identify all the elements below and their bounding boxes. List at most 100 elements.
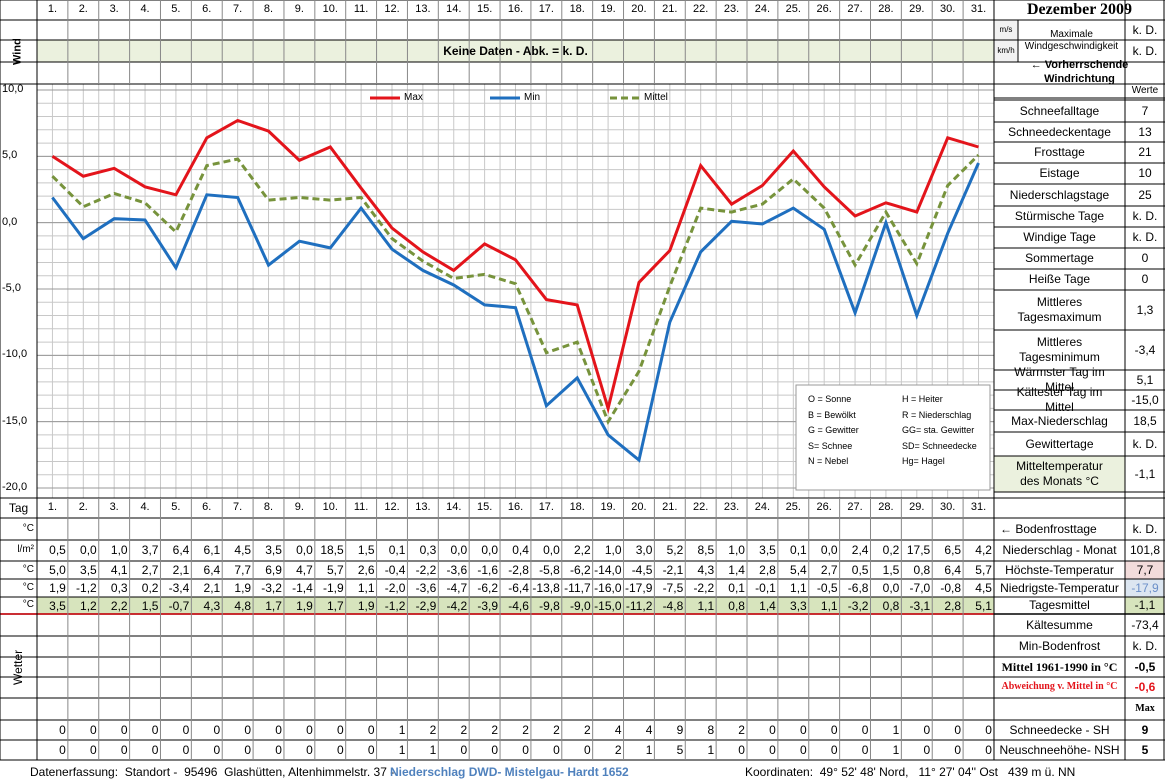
cell: -3,2 [261,580,282,595]
cell: 0 [954,742,962,757]
cell: 1,5 [882,562,900,577]
cell: 4,5 [234,543,252,557]
cell: 7,7 [234,562,252,577]
day-label: 31. [970,501,987,514]
cell: 1 [398,722,406,737]
cell: 6,4 [172,543,190,557]
cell: 0 [367,742,375,757]
day-label: 9. [294,501,304,514]
stat-label: Gewittertage [1025,436,1094,451]
stats-header: Werte [1131,84,1159,96]
cell: 0,0 [543,543,560,557]
day-header: 1. [47,3,58,16]
cell: 2,8 [759,562,776,577]
cell: 0 [985,722,992,737]
cell: 6,9 [265,562,282,577]
wind-note: Keine Daten - Abk. = k. D. [443,43,588,58]
wind-label: Wind [11,38,24,66]
footer-link: Niederschlag DWD- Mistelgau- Hardt 1652 [390,764,629,779]
cell-bg [1125,597,1164,614]
cell: 5,0 [49,562,66,577]
cell: -11,2 [625,598,653,613]
day-header: 28. [878,3,894,16]
cell: 3,5 [759,543,776,557]
cell: -13,8 [532,580,560,595]
cell: -16,0 [594,580,622,595]
cell: 5,7 [327,562,344,577]
day-header: 11. [353,3,369,16]
stat-value: -15,0 [1131,392,1159,407]
cell: 0 [769,742,776,757]
stat-value: k. D. [1132,436,1158,451]
cell: -0,5 [816,580,838,595]
cell: -6,4 [508,580,529,595]
cell: 5,2 [666,543,684,557]
legend-label: Min [524,91,541,103]
key-box [796,385,990,490]
legend-label: Mittel [644,91,668,103]
footer-coords: Koordinaten: 49° 52' 48' Nord, 11° 27' 0… [745,764,1076,779]
cell: 0 [583,742,591,757]
cell: -2,2 [415,562,437,577]
cell: -17,9 [625,580,653,595]
stat-value: 21 [1138,145,1152,159]
cell: -3,6 [415,580,437,595]
cell: 0 [769,722,776,737]
y-tick-label: -15,0 [2,414,28,427]
cell: 0 [244,742,252,757]
cell: 0,8 [728,598,745,613]
day-header: 26. [816,3,832,16]
cell: 0 [553,742,560,757]
series-line [51,153,980,426]
cell: 1,5 [141,598,159,613]
cell: 4,3 [697,562,715,577]
day-header: 8. [263,3,274,16]
day-label: 30. [940,501,956,514]
cell: 0,0 [296,543,313,557]
cell: -2,2 [693,580,715,595]
cell: 0 [244,722,252,737]
summary-label: Höchste-Temperatur [1005,562,1114,577]
cell: 0 [491,742,499,757]
stat-value: k. D. [1132,209,1158,223]
stat-value: -1,1 [1134,466,1156,481]
cell: -4,6 [508,598,529,613]
day-header: 16. [507,3,524,16]
cell: 1,1 [820,598,838,613]
cell: 0,5 [851,562,869,577]
day-label: 7. [233,501,243,514]
cell: 0,0 [882,580,900,595]
day-header: 24. [754,3,771,16]
day-label: 25. [785,501,801,514]
unit: °C [22,599,34,611]
cell: 0 [59,722,66,737]
cell: -1,2 [76,580,97,595]
cell: -3,6 [446,562,468,577]
cell: 1,1 [357,580,375,595]
day-label: 19. [600,501,616,514]
cell: -9,8 [539,598,560,613]
day-label: 15. [476,501,493,514]
summary-value: 101,8 [1129,543,1161,557]
key-item: N = Nebel [808,456,849,467]
cell: 2,1 [172,562,190,577]
cell: 5,4 [790,562,807,577]
cell: 1,4 [759,598,776,613]
unit: l/m² [17,544,34,556]
cell: 2,4 [851,543,869,557]
summary-value: k. D. [1132,521,1158,536]
day-header: 14. [446,3,462,16]
cell: 2,2 [110,598,128,613]
cell: 1,9 [296,598,313,613]
cell-bg [994,20,1018,62]
cell: 4,7 [296,562,313,577]
cell: 0,8 [913,562,931,577]
cell-bg [37,40,994,62]
cell: 3,5 [49,598,66,613]
summary-value: 7,7 [1136,562,1154,577]
day-header: 19. [600,3,616,16]
key-item: B = Bewölkt [808,409,856,420]
wind-direction: ← Vorherrschende Windrichtung [1030,59,1129,85]
day-label: 12. [384,501,400,514]
